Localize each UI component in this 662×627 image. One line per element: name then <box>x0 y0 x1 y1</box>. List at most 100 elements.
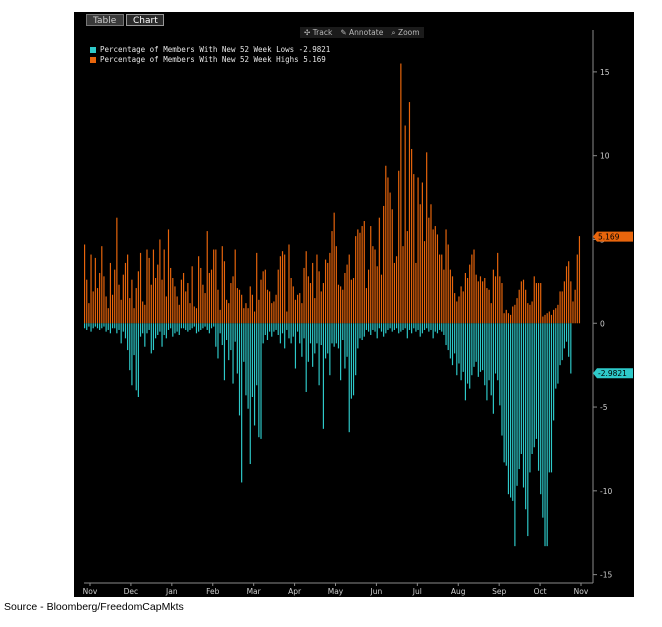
legend-item-highs[interactable]: Percentage of Members With New 52 Week H… <box>90 55 330 65</box>
bar-highs <box>249 286 251 324</box>
bar-lows <box>187 323 189 332</box>
bar-highs <box>441 254 443 324</box>
bar-highs <box>350 279 352 324</box>
bar-highs <box>436 234 439 324</box>
bar-lows <box>393 323 395 330</box>
bar-highs <box>492 269 494 324</box>
bar-highs <box>333 212 335 324</box>
bar-lows <box>312 323 314 367</box>
bar-lows <box>395 323 398 329</box>
bar-highs <box>105 296 107 324</box>
bar-highs <box>223 261 226 324</box>
bar-highs <box>217 289 219 324</box>
bar-lows <box>376 323 378 339</box>
bar-highs <box>561 291 563 324</box>
bar-lows <box>359 323 361 339</box>
bar-lows <box>165 323 167 339</box>
bar-lows <box>497 323 499 381</box>
y-tick-label: 10 <box>600 152 610 161</box>
bar-highs <box>137 271 139 324</box>
bar-highs <box>376 266 378 324</box>
bar-lows <box>148 323 150 330</box>
bar-lows <box>546 323 548 547</box>
bar-lows <box>297 323 299 332</box>
track-button[interactable]: ✣ Track <box>304 27 332 38</box>
bar-highs <box>419 204 421 324</box>
bar-lows <box>402 323 404 330</box>
last-value-lows: -2.9821 <box>593 368 633 379</box>
bar-highs <box>559 291 561 324</box>
bar-highs <box>329 252 331 324</box>
bar-lows <box>400 323 402 332</box>
bar-lows <box>279 323 281 344</box>
bar-highs <box>221 246 223 324</box>
bar-highs <box>572 301 574 324</box>
crosshair-icon: ✣ <box>304 28 311 37</box>
bar-highs <box>182 272 185 324</box>
bar-highs <box>335 246 337 324</box>
bar-lows <box>198 323 200 332</box>
bar-highs <box>327 262 329 324</box>
bar-highs <box>109 262 111 324</box>
bar-lows <box>488 323 490 381</box>
bar-highs <box>574 289 576 324</box>
bar-highs <box>434 226 436 324</box>
legend-label-highs: Percentage of Members With New 52 Week H… <box>100 55 326 64</box>
bar-lows <box>247 323 249 409</box>
bar-highs <box>90 254 92 324</box>
tab-table[interactable]: Table <box>86 14 124 26</box>
bar-highs <box>150 284 152 324</box>
bar-lows <box>324 323 327 359</box>
bar-highs <box>570 281 572 324</box>
bar-highs <box>133 308 135 324</box>
bar-lows <box>490 323 492 396</box>
source-note: Source - Bloomberg/FreedomCapMkts <box>4 601 184 613</box>
pencil-icon: ✎ <box>340 28 347 37</box>
x-tick-label: Jan <box>165 587 178 596</box>
bar-lows <box>191 323 193 329</box>
bar-lows <box>273 323 275 332</box>
tab-chart[interactable]: Chart <box>126 14 164 26</box>
bar-highs <box>557 304 559 324</box>
last-value-highs: 5.169 <box>593 231 633 242</box>
bar-highs <box>404 125 406 324</box>
y-tick-label: -10 <box>600 487 612 496</box>
bar-highs <box>337 284 340 324</box>
bar-lows <box>372 323 374 330</box>
legend-item-lows[interactable]: Percentage of Members With New 52 Week L… <box>90 45 330 55</box>
bar-highs <box>146 249 148 324</box>
bar-lows <box>116 323 118 334</box>
bar-highs <box>314 298 316 324</box>
bar-lows <box>361 323 363 341</box>
bar-lows <box>529 323 531 473</box>
bar-highs <box>131 279 133 324</box>
bar-lows <box>301 323 303 357</box>
bar-lows <box>342 323 344 341</box>
bar-highs <box>122 274 124 324</box>
zoom-label: Zoom <box>397 28 420 37</box>
bar-highs <box>294 299 297 324</box>
bar-highs <box>195 308 198 324</box>
bar-highs <box>553 309 555 324</box>
bar-lows <box>174 323 176 334</box>
bar-highs <box>299 293 301 324</box>
bar-lows <box>434 323 436 332</box>
bar-lows <box>236 323 238 374</box>
bar-lows <box>318 323 320 386</box>
zoom-button[interactable]: ⌕ Zoom <box>391 27 419 38</box>
bar-highs <box>413 174 415 324</box>
bar-lows <box>122 323 124 332</box>
bar-highs <box>406 231 408 324</box>
bar-lows <box>475 323 477 362</box>
bar-highs <box>163 249 165 324</box>
bar-highs <box>408 102 411 324</box>
bar-highs <box>540 283 542 324</box>
magnifier-icon: ⌕ <box>391 28 396 37</box>
annotate-button[interactable]: ✎ Annotate <box>340 27 383 38</box>
bar-lows <box>256 323 258 386</box>
bar-highs <box>542 316 544 324</box>
x-tick-label: Jul <box>412 587 422 596</box>
bar-highs <box>114 269 116 324</box>
bar-lows <box>510 323 512 498</box>
